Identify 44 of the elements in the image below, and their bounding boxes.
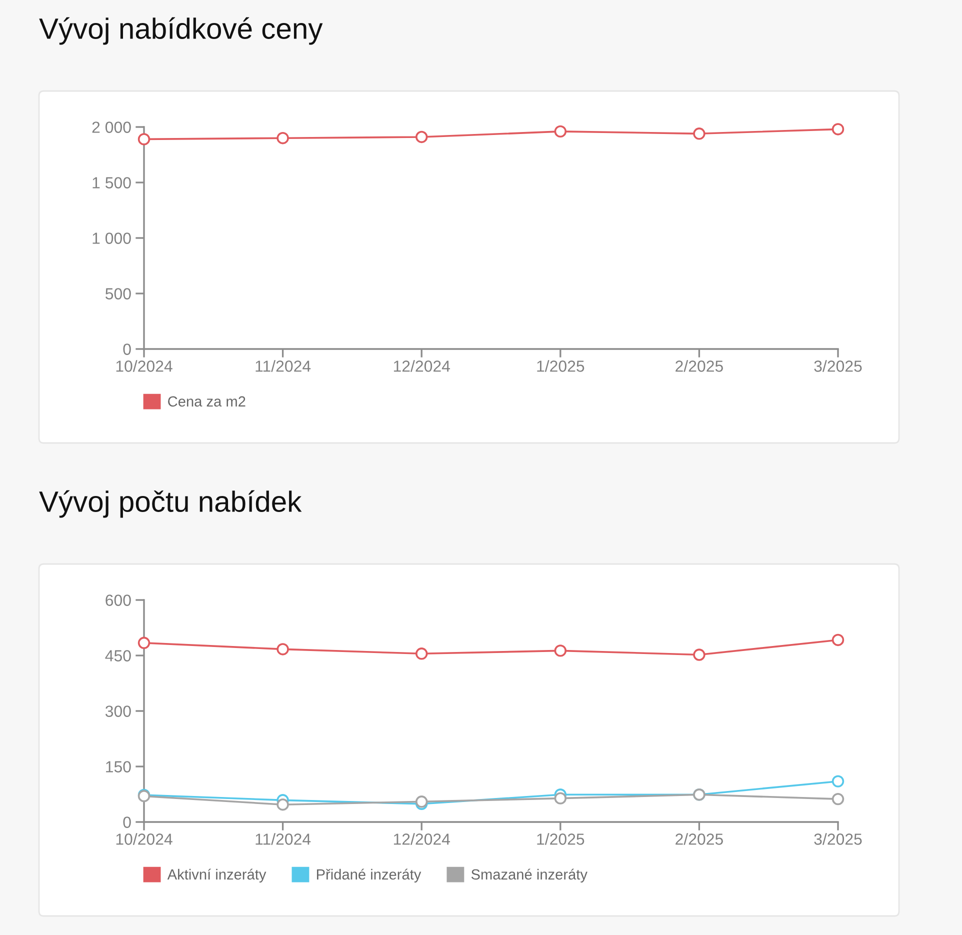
- chart-title: Vývoj nabídkové ceny: [39, 17, 323, 45]
- y-tick-label: 450: [105, 650, 131, 662]
- y-tick-label: 500: [105, 288, 131, 300]
- y-tick-label: 0: [123, 344, 131, 355]
- y-tick-label: 2 000: [92, 122, 131, 133]
- point: [693, 128, 706, 140]
- point: [554, 125, 567, 138]
- legend-label: Přidané inzeráty: [316, 868, 422, 882]
- legend-label: Aktivní inzeráty: [167, 868, 266, 882]
- point: [276, 798, 289, 811]
- x-tick-label: 12/2024: [394, 360, 450, 372]
- x-tick-label: 3/2025: [814, 833, 862, 845]
- point: [554, 644, 567, 657]
- point: [415, 648, 428, 660]
- y-tick-label: 300: [105, 706, 131, 717]
- point: [138, 636, 150, 650]
- y-tick-label: 0: [123, 816, 131, 828]
- x-tick-label: 10/2024: [116, 833, 172, 845]
- point: [554, 792, 567, 804]
- x-tick-label: 3/2025: [814, 360, 862, 372]
- y-tick-label: 600: [106, 594, 131, 606]
- point: [693, 648, 706, 661]
- x-tick-label: 11/2024: [256, 833, 311, 845]
- legend-label: Smazané inzeráty: [471, 868, 588, 882]
- point: [832, 634, 844, 646]
- point: [138, 133, 150, 146]
- x-tick-label: 1/2025: [537, 833, 584, 845]
- x-tick-label: 1/2025: [537, 360, 584, 372]
- point: [276, 643, 289, 656]
- y-tick-label: 1 500: [92, 177, 131, 188]
- x-tick-label: 12/2024: [394, 833, 450, 845]
- x-tick-label: 11/2024: [256, 360, 311, 372]
- legend-label: Cena za m2: [168, 396, 246, 407]
- point: [415, 130, 428, 144]
- chart-title: Vývoj počtu nabídek: [39, 490, 302, 518]
- point: [832, 792, 844, 806]
- x-tick-label: 2/2025: [676, 360, 723, 372]
- y-tick-label: 150: [106, 761, 131, 772]
- point: [832, 775, 844, 788]
- x-tick-label: 10/2024: [116, 360, 172, 372]
- y-tick-label: 1 000: [92, 232, 131, 244]
- point: [832, 123, 844, 136]
- x-tick-label: 2/2025: [676, 833, 723, 845]
- point: [276, 132, 289, 144]
